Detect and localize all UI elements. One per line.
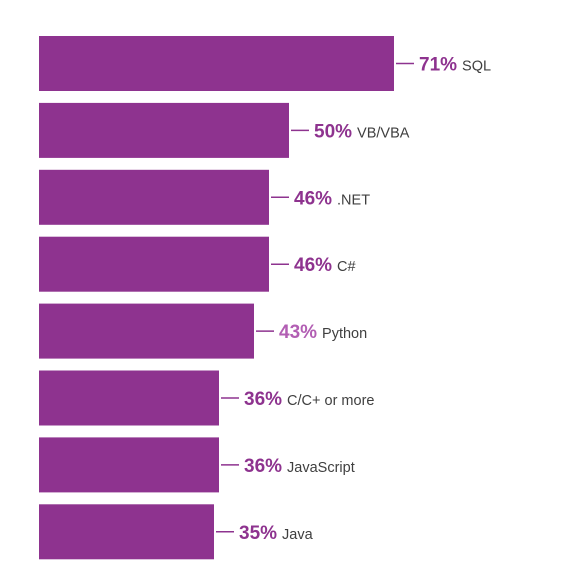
bar-python: [39, 303, 254, 359]
value-label-sql: 71%: [419, 55, 457, 76]
data-label-vb-vba: 50% VB/VBA: [314, 121, 410, 142]
category-label-vb-vba: VB/VBA: [357, 125, 410, 141]
bar-vb-vba: [39, 102, 289, 158]
value-label-python: 43%: [279, 322, 317, 343]
category-label-c-c-or-more: C/C+ or more: [287, 393, 374, 409]
data-label-c-c-or-more: 36% C/C+ or more: [244, 389, 374, 410]
data-label-python: 43% Python: [279, 322, 367, 343]
value-label-vb-vba: 50%: [314, 121, 352, 142]
bar-net: [39, 169, 269, 225]
category-label-java: Java: [282, 527, 314, 543]
bar-sql: [39, 36, 394, 91]
value-label-net: 46%: [294, 188, 332, 209]
category-label-sql: SQL: [462, 59, 491, 75]
category-label-c: C#: [337, 259, 356, 275]
bar-javascript: [39, 437, 219, 493]
category-label-net: .NET: [337, 192, 370, 208]
value-label-c: 46%: [294, 255, 332, 276]
value-label-javascript: 36%: [244, 456, 282, 477]
data-label-c: 46% C#: [294, 255, 356, 276]
data-label-java: 35% Java: [239, 523, 314, 544]
category-label-python: Python: [322, 326, 367, 342]
data-label-sql: 71% SQL: [419, 55, 491, 76]
data-label-net: 46% .NET: [294, 188, 370, 209]
data-label-javascript: 36% JavaScript: [244, 456, 355, 477]
category-label-javascript: JavaScript: [287, 460, 355, 476]
bar-java: [39, 504, 214, 560]
value-label-java: 35%: [239, 523, 277, 544]
value-label-c-c-or-more: 36%: [244, 389, 282, 410]
bar-c: [39, 236, 269, 292]
bar-c-c-or-more: [39, 370, 219, 426]
